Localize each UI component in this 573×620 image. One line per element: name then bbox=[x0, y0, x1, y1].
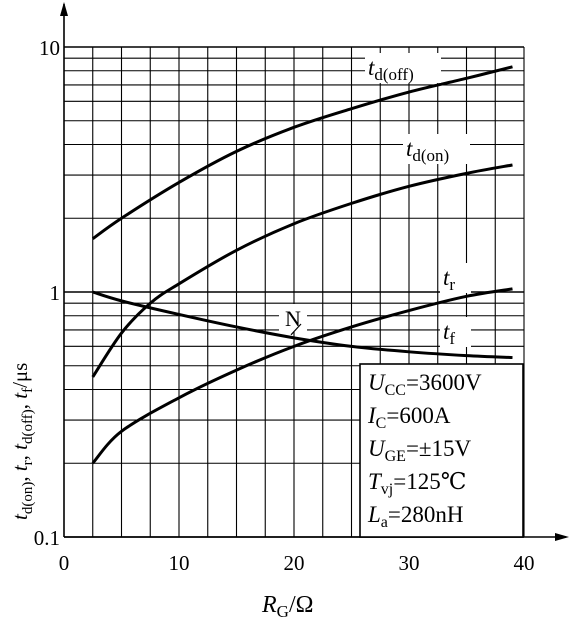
conditions-box bbox=[359, 363, 524, 538]
series-label-sub: f bbox=[449, 329, 455, 348]
x-axis-title-sub: G bbox=[277, 602, 289, 620]
condition-symbol: U bbox=[368, 436, 386, 461]
series-label-sub: d(on) bbox=[412, 146, 449, 165]
condition-line: IC=600A bbox=[367, 403, 451, 432]
y-axis-title-separator: , bbox=[8, 399, 32, 410]
condition-line: La=280nH bbox=[367, 502, 464, 531]
condition-value: =600A bbox=[386, 403, 450, 428]
y-axis-title-separator: , bbox=[8, 450, 32, 461]
condition-value: =280nH bbox=[388, 502, 464, 527]
series-label-sub: d(off) bbox=[374, 65, 413, 84]
series-label-symbol: t bbox=[443, 319, 450, 344]
y-axis-title-sub: d(on) bbox=[20, 482, 36, 515]
series-label-bg bbox=[440, 317, 471, 347]
y-axis-title-sub: r bbox=[20, 460, 36, 465]
y-axis-title-separator: , bbox=[8, 471, 32, 482]
condition-sub: a bbox=[381, 514, 388, 531]
series-label-bg bbox=[365, 53, 441, 83]
x-tick-label: 30 bbox=[399, 551, 420, 575]
y-axis-title-symbol: t bbox=[8, 513, 32, 520]
condition-symbol: I bbox=[367, 403, 377, 428]
annotation-label: N bbox=[285, 306, 301, 331]
condition-symbol: U bbox=[368, 370, 386, 395]
annotation-bg bbox=[279, 304, 307, 332]
condition-value: =3600V bbox=[406, 370, 482, 395]
x-axis-title-main: R bbox=[261, 592, 277, 618]
y-axis-title-sub: f bbox=[20, 388, 36, 393]
condition-sub: GE bbox=[385, 448, 406, 465]
x-tick-label: 10 bbox=[169, 551, 190, 575]
y-axis-title: td(on)​, tr​, td(off)​, tf​/μs bbox=[8, 363, 36, 520]
series-label-bg bbox=[440, 263, 471, 293]
y-tick-label: 1 bbox=[50, 281, 61, 305]
series-label-symbol: t bbox=[406, 136, 413, 161]
condition-sub: C bbox=[376, 415, 387, 432]
y-axis-title-sub: d(off) bbox=[20, 409, 36, 444]
series-label-t-r: tr bbox=[443, 265, 455, 294]
x-axis-title: RG/Ω bbox=[261, 592, 313, 620]
series-label-t-f: tf bbox=[443, 319, 455, 348]
series-label-t-don: td(on) bbox=[406, 136, 449, 165]
curve-t-f bbox=[92, 290, 513, 360]
condition-symbol: T bbox=[368, 469, 383, 494]
x-axis-title-unit: /Ω bbox=[289, 592, 314, 618]
curve-t-doff bbox=[91, 65, 513, 240]
x-tick-label: 0 bbox=[59, 551, 70, 575]
condition-symbol: L bbox=[367, 502, 381, 527]
condition-line: UGE=±15V bbox=[368, 436, 472, 465]
condition-sub: CC bbox=[385, 382, 406, 399]
y-axis-arrow-icon bbox=[60, 2, 68, 16]
y-axis-title-separator: /μs bbox=[8, 363, 32, 388]
condition-sub: vj bbox=[381, 481, 393, 498]
x-tick-label: 40 bbox=[514, 551, 535, 575]
y-tick-label: 0.1 bbox=[34, 526, 60, 550]
condition-line: Tvj=125℃ bbox=[368, 469, 466, 498]
curve-t-don bbox=[91, 163, 513, 378]
y-axis-title-symbol: t bbox=[8, 443, 32, 450]
condition-value: =125℃ bbox=[393, 469, 466, 494]
labels: 0 10 20 30 40 0.1 1 10 RG/Ω td(on)​, tr​, td(off)… bbox=[8, 36, 535, 620]
condition-value: =±15V bbox=[406, 436, 472, 461]
x-axis-arrow-icon bbox=[555, 533, 569, 541]
series-label-symbol: t bbox=[368, 55, 375, 80]
series-label-sub: r bbox=[449, 275, 455, 294]
series-label-t-doff: td(off) bbox=[368, 55, 414, 84]
series-label-symbol: t bbox=[443, 265, 450, 290]
condition-line: UCC=3600V bbox=[368, 370, 482, 399]
x-tick-label: 20 bbox=[284, 551, 305, 575]
y-axis-title-symbol: t bbox=[8, 464, 32, 471]
annotation-leader bbox=[290, 323, 302, 336]
curves bbox=[91, 65, 513, 465]
y-axis-title-symbol: t bbox=[8, 392, 32, 399]
curve-t-r bbox=[91, 287, 513, 465]
series-label-bg bbox=[403, 134, 470, 164]
y-tick-label: 10 bbox=[39, 36, 60, 60]
